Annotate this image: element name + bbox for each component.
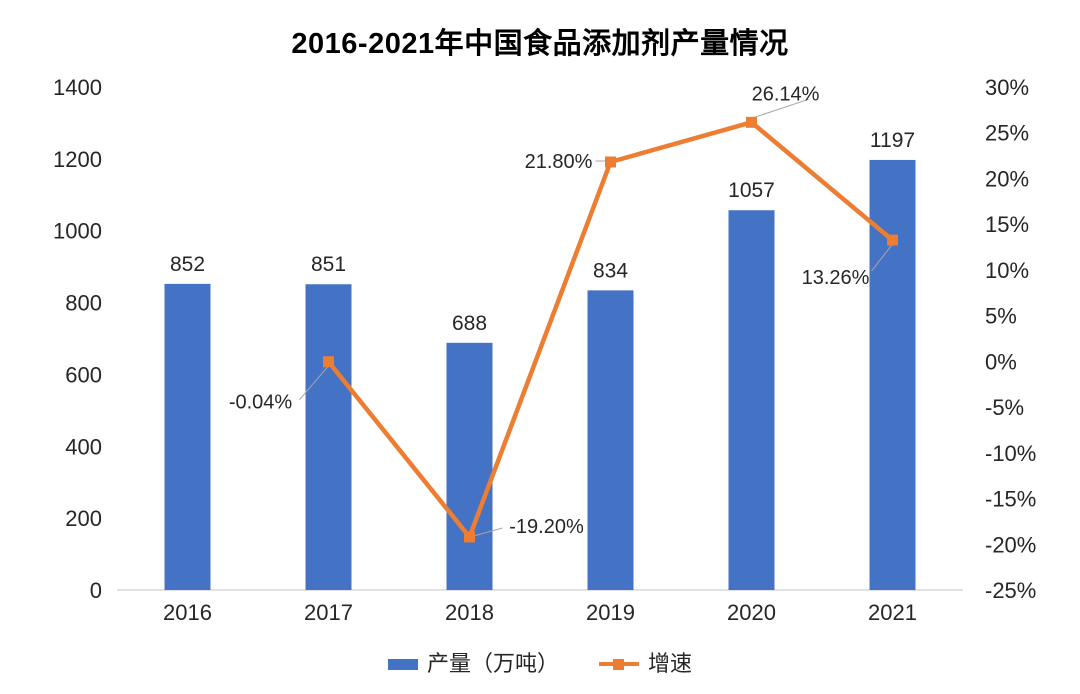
left-axis-tick-label: 800 bbox=[65, 291, 102, 316]
data-label-leader-line bbox=[754, 98, 809, 118]
x-axis-category-label: 2017 bbox=[304, 600, 353, 625]
production-bar bbox=[869, 159, 916, 590]
data-label-leader-line bbox=[299, 364, 330, 401]
left-axis-tick-label: 0 bbox=[90, 578, 102, 603]
chart-title: 2016-2021年中国食品添加剂产量情况 bbox=[291, 28, 789, 60]
bar-value-label: 1197 bbox=[870, 129, 915, 152]
growth-point-marker bbox=[887, 234, 898, 246]
growth-value-label: -19.20% bbox=[509, 516, 584, 538]
left-axis-tick-label: 1400 bbox=[53, 75, 102, 100]
x-axis-category-label: 2018 bbox=[445, 600, 494, 625]
legend-item-growth: 增速 bbox=[599, 653, 692, 675]
data-label-leader-line bbox=[473, 527, 503, 537]
legend-item-production: 产量（万吨） bbox=[387, 651, 559, 676]
bar-value-label: 851 bbox=[311, 253, 346, 276]
production-bar bbox=[305, 284, 352, 590]
x-axis-category-label: 2019 bbox=[586, 600, 635, 625]
left-axis-tick-label: 400 bbox=[65, 434, 102, 459]
x-axis-category-label: 2016 bbox=[163, 600, 212, 625]
right-axis-tick-label: 15% bbox=[985, 212, 1029, 237]
production-bar bbox=[164, 283, 211, 590]
growth-value-label: 21.80% bbox=[525, 151, 593, 173]
line-series-marker-icon bbox=[613, 658, 624, 670]
growth-value-label: 26.14% bbox=[752, 83, 820, 105]
legend-label-growth: 增速 bbox=[648, 651, 693, 676]
right-axis-tick-label: -20% bbox=[985, 532, 1036, 557]
right-axis-tick-label: -10% bbox=[985, 441, 1036, 466]
x-axis-category-label: 2020 bbox=[727, 600, 776, 625]
growth-point-marker bbox=[464, 531, 475, 543]
growth-point-marker bbox=[323, 356, 334, 368]
right-axis-tick-label: 30% bbox=[985, 75, 1029, 100]
growth-point-marker bbox=[746, 116, 757, 128]
production-bar bbox=[728, 210, 775, 591]
growth-value-label: -0.04% bbox=[229, 392, 293, 414]
left-axis-tick-label: 600 bbox=[65, 362, 102, 387]
legend-label-production: 产量（万吨） bbox=[426, 651, 559, 676]
right-axis-tick-label: 25% bbox=[985, 121, 1029, 146]
chart-legend: 产量（万吨） 增速 bbox=[0, 646, 1080, 682]
right-axis-tick-label: 20% bbox=[985, 166, 1029, 191]
bar-value-label: 1057 bbox=[728, 179, 775, 202]
bar-value-label: 688 bbox=[452, 312, 487, 335]
left-axis-tick-label: 1200 bbox=[53, 147, 102, 172]
right-axis-tick-label: 0% bbox=[985, 349, 1017, 374]
production-bar bbox=[446, 342, 493, 590]
growth-value-label: 13.26% bbox=[802, 267, 870, 289]
x-axis-category-label: 2021 bbox=[868, 600, 917, 625]
right-axis-tick-label: 5% bbox=[985, 304, 1017, 329]
line-series-swatch bbox=[599, 658, 639, 670]
bar-value-label: 852 bbox=[170, 253, 205, 276]
bar-value-label: 834 bbox=[593, 259, 628, 282]
production-bar bbox=[587, 290, 634, 590]
data-label-leader-line bbox=[871, 243, 893, 272]
bar-series-swatch bbox=[387, 658, 418, 670]
left-axis-tick-label: 1000 bbox=[53, 219, 102, 244]
growth-point-marker bbox=[605, 156, 616, 168]
left-axis-tick-label: 200 bbox=[65, 506, 102, 531]
right-axis-tick-label: -25% bbox=[985, 578, 1036, 603]
right-axis-tick-label: -15% bbox=[985, 487, 1036, 512]
right-axis-tick-label: -5% bbox=[985, 395, 1024, 420]
right-axis-tick-label: 10% bbox=[985, 258, 1029, 283]
